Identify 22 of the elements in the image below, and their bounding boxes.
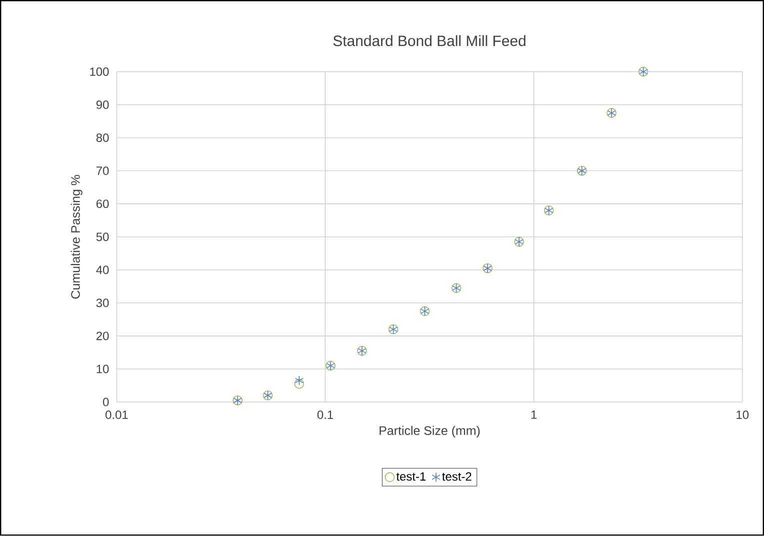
y-tick-label: 50: [96, 232, 109, 242]
y-tick-label: 40: [96, 266, 109, 274]
legend-label: test-1: [396, 472, 426, 481]
x-tick-label: 0.01: [106, 410, 128, 420]
x-axis-title: Particle Size (mm): [380, 426, 480, 438]
y-tick-label: 100: [90, 68, 109, 76]
y-tick-label: 60: [96, 200, 109, 208]
legend-label: test-2: [442, 472, 472, 481]
x-tick-label: 0.1: [317, 410, 334, 420]
chart-title: Standard Bond Ball Mill Feed: [333, 35, 526, 46]
point: [294, 376, 304, 386]
y-tick-label: 80: [96, 134, 109, 142]
y-tick-label: 0: [103, 398, 109, 406]
y-tick-label: 10: [96, 364, 109, 374]
y-tick-label: 70: [96, 166, 109, 176]
x-tick-label: 10: [736, 410, 749, 420]
point: [294, 379, 304, 389]
y-axis-title: Cumulative Passing %: [70, 175, 82, 299]
y-tick-label: 20: [96, 332, 109, 340]
y-tick-label: 90: [96, 100, 109, 110]
x-tick-label: 1: [531, 410, 537, 419]
y-tick-label: 30: [96, 298, 109, 308]
